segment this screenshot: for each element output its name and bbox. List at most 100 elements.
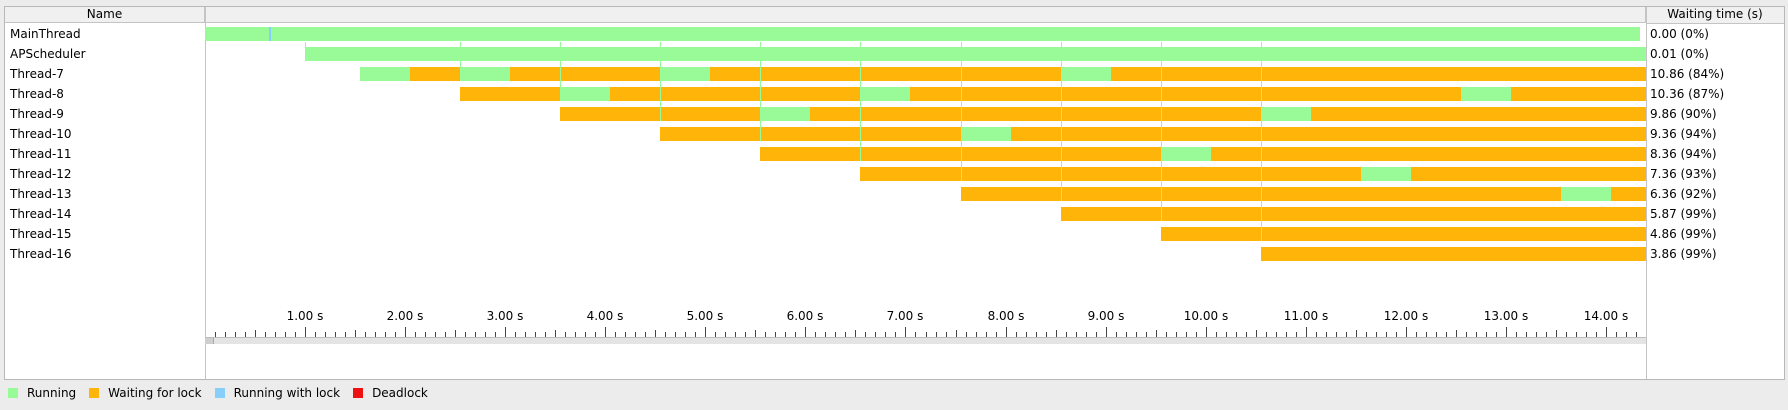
time-axis-label: 7.00 s: [886, 309, 924, 323]
segment-waiting-for-lock[interactable]: [1161, 227, 1646, 241]
minor-tick: [1336, 332, 1337, 337]
minor-tick: [855, 330, 856, 337]
minor-tick: [725, 332, 726, 337]
segment-running[interactable]: [1261, 107, 1311, 121]
horizontal-scrollbar[interactable]: [205, 337, 1646, 344]
segment-waiting-for-lock[interactable]: [1011, 127, 1646, 141]
minor-tick: [315, 332, 316, 337]
thread-name: Thread-7: [10, 67, 64, 81]
minor-tick: [936, 332, 937, 337]
thread-start-marker: [560, 42, 561, 101]
major-tick: [905, 327, 906, 337]
segment-waiting-for-lock[interactable]: [510, 67, 660, 81]
segment-waiting-for-lock[interactable]: [810, 107, 1261, 121]
major-tick: [705, 327, 706, 337]
segment-running[interactable]: [860, 87, 910, 101]
minor-tick: [355, 330, 356, 337]
time-axis-label: 12.00 s: [1383, 309, 1429, 323]
scrollbar-thumb[interactable]: [205, 338, 214, 344]
thread-start-marker: [1061, 42, 1062, 201]
name-column-header[interactable]: Name: [5, 7, 205, 23]
segment-running[interactable]: [1061, 67, 1111, 81]
segment-waiting-for-lock[interactable]: [1211, 147, 1646, 161]
segment-waiting-for-lock[interactable]: [1261, 247, 1646, 261]
segment-waiting-for-lock[interactable]: [1111, 67, 1646, 81]
thread-name: Thread-8: [10, 87, 64, 101]
minor-tick: [1376, 332, 1377, 337]
segment-running[interactable]: [271, 27, 1640, 41]
minor-tick: [515, 332, 516, 337]
segment-waiting-for-lock[interactable]: [410, 67, 460, 81]
minor-tick: [1266, 332, 1267, 337]
segment-waiting-for-lock[interactable]: [1311, 107, 1646, 121]
minor-tick: [395, 332, 396, 337]
thread-name: Thread-13: [10, 187, 72, 201]
thread-start-marker: [660, 42, 661, 121]
minor-tick: [815, 332, 816, 337]
minor-tick: [1536, 332, 1537, 337]
segment-running[interactable]: [305, 47, 1646, 61]
minor-tick: [1586, 332, 1587, 337]
segment-waiting-for-lock[interactable]: [710, 67, 1061, 81]
minor-tick: [745, 332, 746, 337]
legend-item-running: Running: [8, 386, 76, 400]
minor-tick: [465, 332, 466, 337]
minor-tick: [1636, 332, 1637, 337]
legend-item-deadlock: Deadlock: [353, 386, 428, 400]
segment-waiting-for-lock[interactable]: [460, 87, 560, 101]
minor-tick: [375, 332, 376, 337]
waiting-time-value: 0.01 (0%): [1650, 47, 1709, 61]
thread-name: Thread-9: [10, 107, 64, 121]
segment-waiting-for-lock[interactable]: [1061, 207, 1646, 221]
segment-waiting-for-lock[interactable]: [610, 87, 860, 101]
minor-tick: [455, 330, 456, 337]
minor-tick: [1436, 332, 1437, 337]
segment-waiting-for-lock[interactable]: [1611, 187, 1646, 201]
segment-running[interactable]: [360, 67, 410, 81]
minor-tick: [1546, 332, 1547, 337]
segment-running[interactable]: [560, 87, 610, 101]
segment-running[interactable]: [1361, 167, 1411, 181]
minor-tick: [946, 332, 947, 337]
thread-timeline[interactable]: 1.00 s 2.00 s 3.00 s 4.00 s 5.00 s 6.00 s 7.00…: [205, 24, 1646, 380]
minor-tick: [1036, 332, 1037, 337]
waiting-time-value: 6.36 (92%): [1650, 187, 1717, 201]
segment-running[interactable]: [961, 127, 1011, 141]
segment-running[interactable]: [760, 107, 810, 121]
minor-tick: [1356, 330, 1357, 337]
major-tick: [1106, 327, 1107, 337]
segment-running[interactable]: [460, 67, 510, 81]
legend-swatch: [89, 388, 100, 398]
segment-waiting-for-lock[interactable]: [1411, 167, 1646, 181]
minor-tick: [956, 330, 957, 337]
segment-running[interactable]: [660, 67, 710, 81]
minor-tick: [1056, 330, 1057, 337]
time-axis-label: 5.00 s: [686, 309, 724, 323]
segment-waiting-for-lock[interactable]: [910, 87, 1461, 101]
minor-tick: [915, 332, 916, 337]
segment-running[interactable]: [1161, 147, 1211, 161]
waiting-time-value: 0.00 (0%): [1650, 27, 1709, 41]
thread-start-marker: [961, 42, 962, 181]
timeline-column-header[interactable]: [205, 7, 1646, 23]
waiting-time-value: 4.86 (99%): [1650, 227, 1717, 241]
legend-item-running-with-lock: Running with lock: [214, 386, 340, 400]
segment-running-with-lock[interactable]: [269, 27, 271, 41]
segment-waiting-for-lock[interactable]: [660, 127, 961, 141]
legend-label: Waiting for lock: [108, 386, 202, 400]
minor-tick: [1626, 332, 1627, 337]
minor-tick: [535, 332, 536, 337]
waiting-time-column-header[interactable]: Waiting time (s): [1646, 7, 1784, 24]
time-axis-label: 2.00 s: [386, 309, 424, 323]
segment-running[interactable]: [205, 27, 269, 41]
minor-tick: [735, 332, 736, 337]
legend-label: Running: [27, 386, 77, 400]
segment-waiting-for-lock[interactable]: [1511, 87, 1646, 101]
minor-tick: [565, 332, 566, 337]
minor-tick: [1596, 332, 1597, 337]
time-axis-label: 10.00 s: [1183, 309, 1229, 323]
segment-running[interactable]: [1561, 187, 1611, 201]
segment-waiting-for-lock[interactable]: [860, 167, 1361, 181]
minor-tick: [1196, 332, 1197, 337]
segment-running[interactable]: [1461, 87, 1511, 101]
